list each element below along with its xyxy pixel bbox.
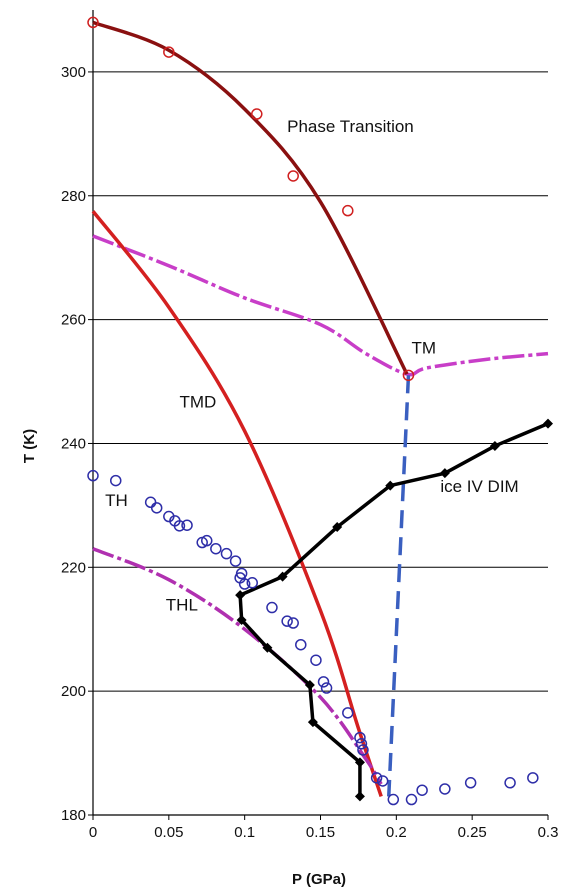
series-phase-transition-line	[93, 22, 407, 374]
series-tm-line	[93, 236, 548, 375]
x-tick-label: 0.05	[154, 824, 183, 841]
th-point	[528, 773, 538, 783]
th-point	[182, 520, 192, 530]
series-dashed-connector	[389, 375, 409, 796]
ice-iv-dim-marker	[235, 590, 245, 600]
th-point	[417, 785, 427, 795]
y-tick-label: 240	[61, 435, 86, 452]
th-point	[311, 655, 321, 665]
x-tick-label: 0.2	[386, 824, 407, 841]
x-tick-label: 0.1	[234, 824, 255, 841]
th-point	[505, 778, 515, 788]
y-tick-label: 260	[61, 312, 86, 329]
th-point	[146, 497, 156, 507]
gridlines	[93, 72, 548, 691]
th-point	[221, 549, 231, 559]
phase-transition-point	[288, 171, 298, 181]
annotation-label: ice IV DIM	[440, 477, 518, 496]
x-tick-label: 0.25	[458, 824, 487, 841]
series-tmd-line	[93, 211, 381, 796]
th-point	[388, 795, 398, 805]
th-point	[343, 708, 353, 718]
th-point	[407, 795, 417, 805]
y-axis-title: T (K)	[21, 429, 38, 463]
th-point	[231, 556, 241, 566]
x-tick-label: 0.15	[306, 824, 335, 841]
y-tick-label: 200	[61, 683, 86, 700]
th-point	[152, 503, 162, 513]
th-point	[440, 784, 450, 794]
series-layer	[93, 22, 548, 796]
th-point	[282, 616, 292, 626]
th-point	[288, 618, 298, 628]
y-tick-label: 220	[61, 559, 86, 576]
ice-iv-dim-marker	[543, 419, 553, 429]
y-tick-label: 300	[61, 64, 86, 81]
annotation-label: TM	[412, 339, 437, 358]
x-axis-title: P (GPa)	[292, 871, 346, 888]
th-point	[319, 677, 329, 687]
th-point	[296, 640, 306, 650]
th-point	[111, 476, 121, 486]
y-tick-label: 180	[61, 807, 86, 824]
ice-iv-dim-marker	[355, 791, 365, 801]
annotation-label: TH	[105, 491, 128, 510]
phase-transition-point	[343, 206, 353, 216]
th-point	[466, 778, 476, 788]
x-tick-label: 0	[89, 824, 97, 841]
th-point	[211, 544, 221, 554]
annotation-label: THL	[166, 596, 198, 615]
annotation-label: Phase Transition	[287, 117, 414, 136]
y-tick-label: 280	[61, 188, 86, 205]
th-point	[267, 603, 277, 613]
x-tick-label: 0.3	[538, 824, 559, 841]
phase-transition-point	[252, 109, 262, 119]
annotation-label: TMD	[179, 393, 216, 412]
